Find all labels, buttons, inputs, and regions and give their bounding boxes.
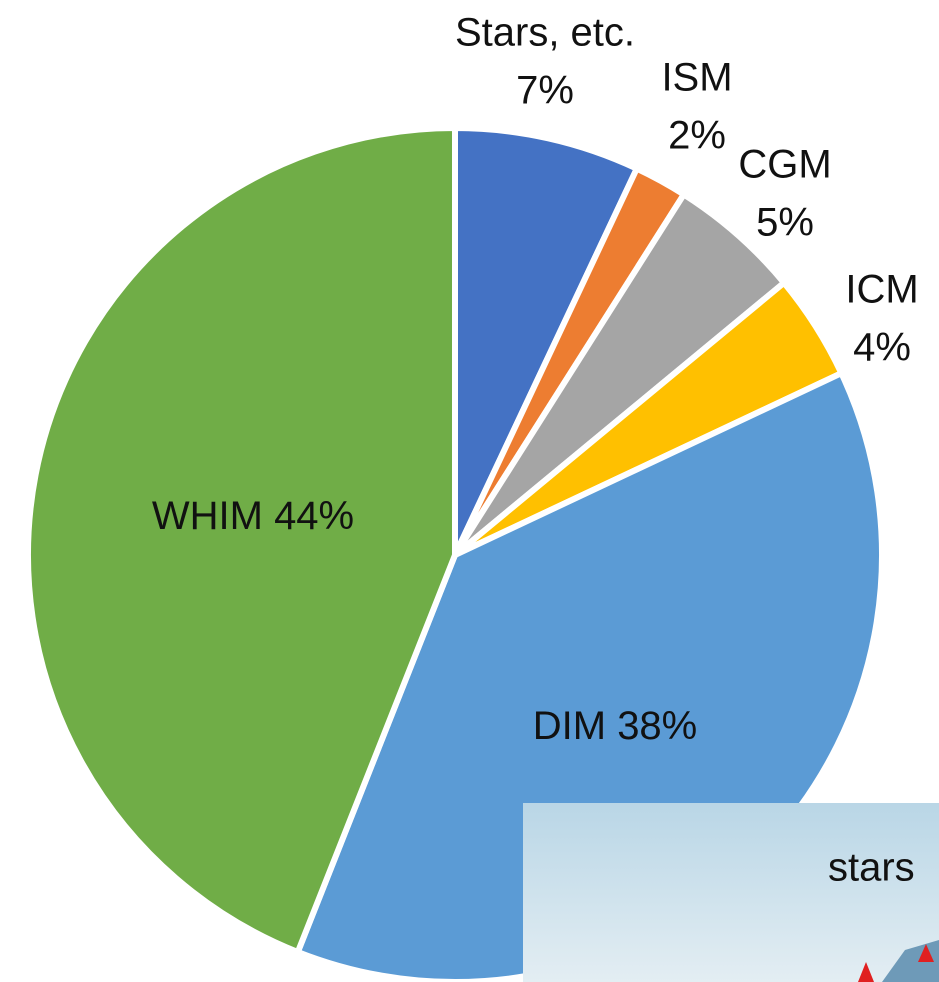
value-label: 5% (756, 201, 814, 245)
value-label: 2% (668, 114, 726, 158)
slice-label: WHIM 44% (152, 494, 354, 538)
category-label: WHIM (152, 494, 263, 538)
category-label: ICM (845, 268, 918, 312)
pie-slice (25, 125, 458, 956)
value-label: 44% (274, 494, 354, 538)
labels: Stars, etc. 7% ISM 2% CGM 5% ICM 4% DIM 38% WHIM … (152, 11, 919, 748)
inset-label: stars (828, 846, 915, 890)
value-label: 4% (853, 326, 911, 370)
inset-background (523, 803, 939, 982)
category-label: ISM (661, 56, 732, 100)
value-label: 38% (617, 704, 697, 748)
slice-label: DIM 38% (533, 704, 698, 748)
pie (25, 125, 885, 982)
category-label: CGM (738, 143, 831, 187)
category-label: Stars, etc. (455, 11, 635, 55)
star-icon (858, 962, 874, 982)
inset-image: stars (523, 803, 939, 982)
pie-slice (452, 125, 640, 558)
category-label: DIM (533, 704, 606, 748)
value-label: 7% (516, 69, 574, 113)
star-icon (918, 944, 934, 962)
